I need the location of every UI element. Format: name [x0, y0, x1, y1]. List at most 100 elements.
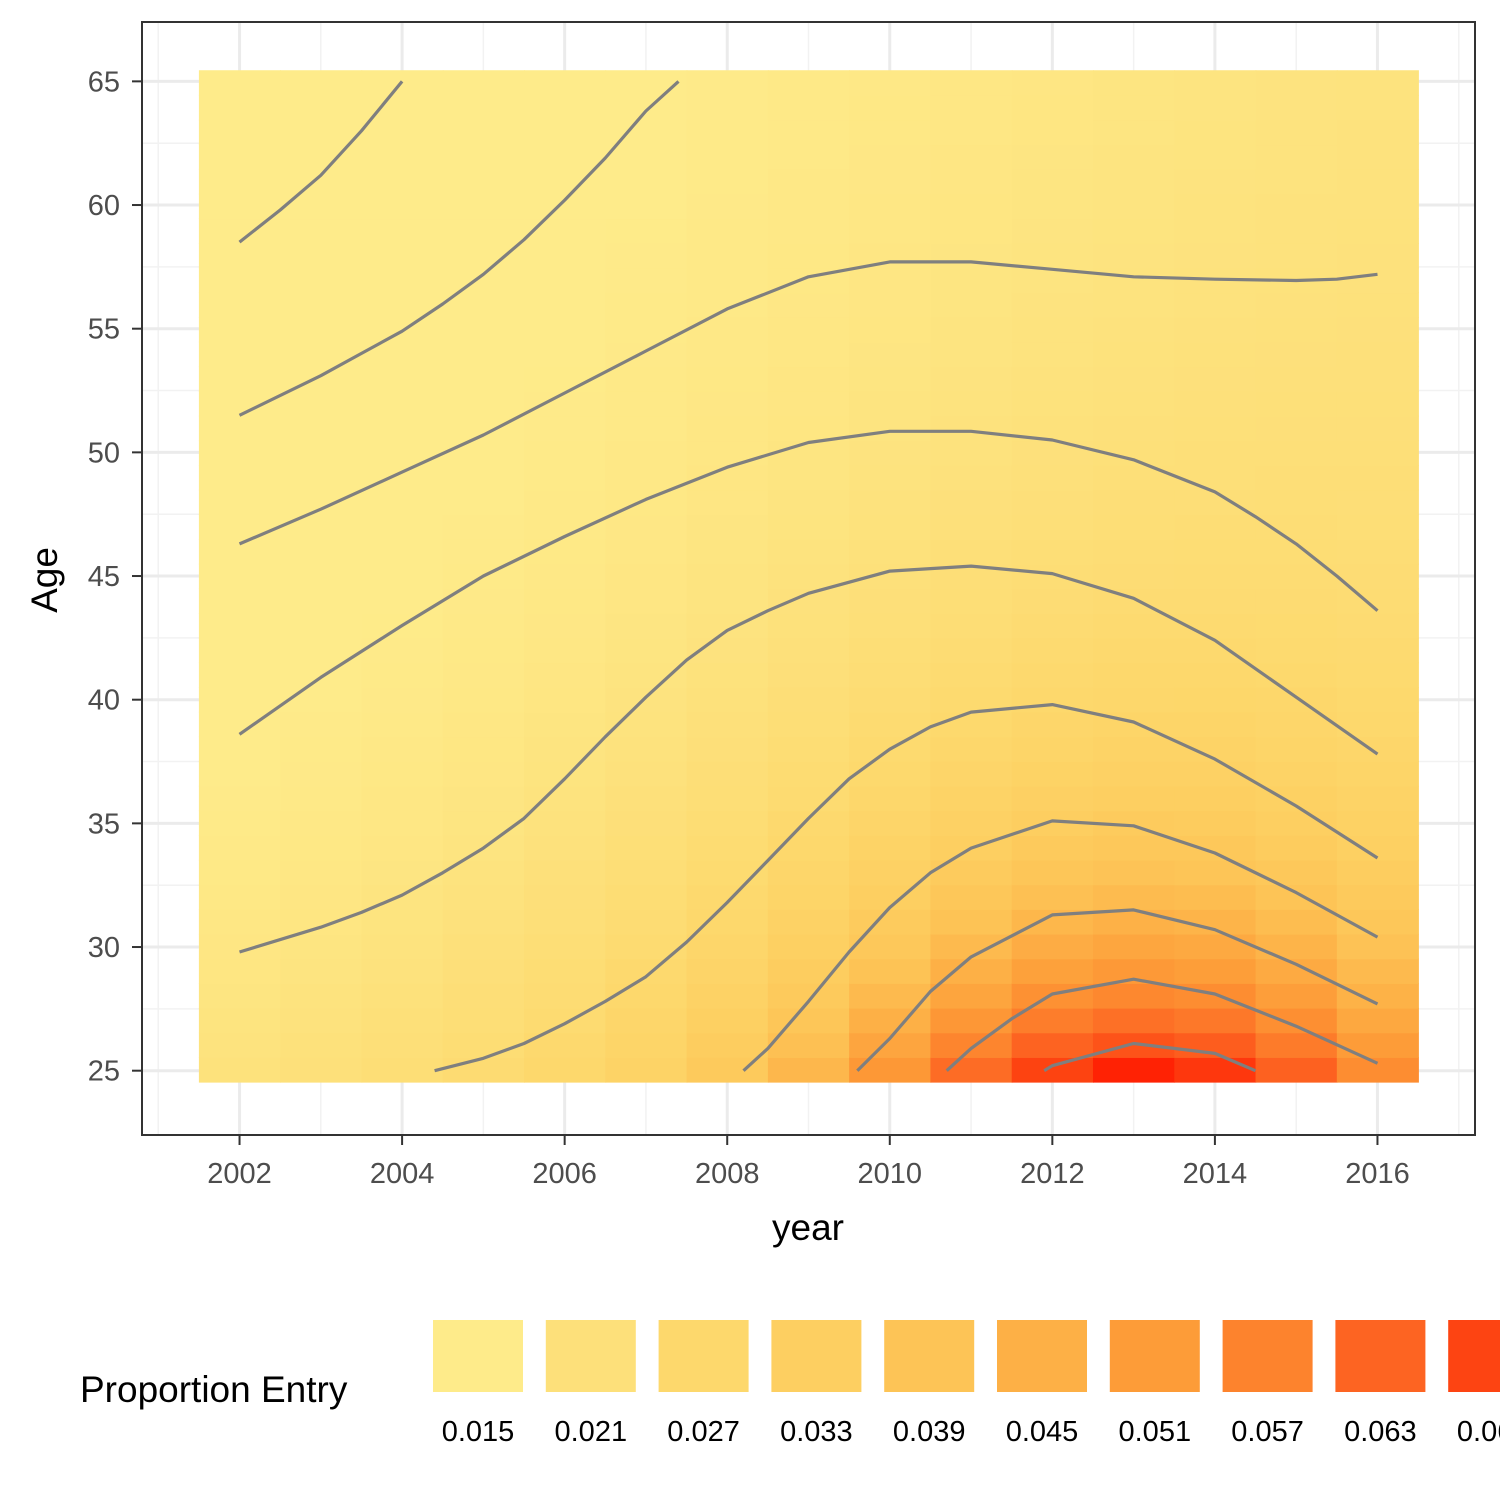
y-tick-label: 35	[88, 808, 120, 840]
heatmap-tile	[442, 539, 525, 565]
heatmap-tile	[686, 810, 769, 836]
heatmap-tile	[198, 341, 281, 368]
heatmap-tile	[280, 909, 363, 935]
heatmap-tile	[1255, 415, 1338, 442]
heatmap-tile	[849, 341, 932, 368]
heatmap-tile	[280, 514, 363, 540]
heatmap-tile	[849, 859, 932, 886]
heatmap-tile	[524, 958, 607, 984]
heatmap-tile	[686, 489, 769, 516]
heatmap-tile	[605, 267, 688, 294]
heatmap-tile	[442, 70, 525, 96]
heatmap-tile	[198, 168, 281, 195]
heatmap-tile	[1255, 1057, 1338, 1083]
heatmap-tile	[1255, 736, 1338, 762]
heatmap-tile	[524, 440, 607, 466]
heatmap-tile	[605, 316, 688, 343]
heatmap-tile	[767, 119, 850, 146]
heatmap-tile	[1092, 193, 1176, 220]
heatmap-tile	[361, 267, 444, 294]
heatmap-tile	[280, 415, 363, 442]
heatmap-tile	[686, 144, 769, 170]
heatmap-tile	[605, 1032, 688, 1058]
heatmap-tile	[1092, 316, 1176, 343]
heatmap-tile	[1092, 390, 1176, 417]
heatmap-tile	[1174, 1007, 1257, 1034]
contour-line	[238, 80, 404, 244]
heatmap-tile	[849, 242, 932, 269]
heatmap-tile	[280, 736, 363, 762]
heatmap-tile	[1255, 440, 1338, 466]
heatmap-tile	[849, 465, 932, 491]
heatmap-tile	[198, 193, 281, 220]
heatmap-tile	[361, 736, 444, 762]
heatmap-tile	[686, 218, 769, 244]
heatmap-tile	[605, 168, 688, 195]
legend-title: Proportion Entry	[80, 1369, 348, 1410]
heatmap-tile	[605, 588, 688, 614]
heatmap-tile	[767, 909, 850, 935]
heatmap-tile	[849, 909, 932, 935]
heatmap-tile	[605, 539, 688, 565]
heatmap-tile	[767, 193, 850, 220]
heatmap-tile	[524, 70, 607, 96]
heatmap-tile	[930, 613, 1013, 639]
heatmap-tile	[849, 1057, 932, 1083]
heatmap-tile	[442, 711, 525, 738]
heatmap-tile	[605, 810, 688, 836]
heatmap-tile	[686, 662, 769, 688]
heatmap-tile	[1092, 94, 1176, 121]
heatmap-tile	[361, 1057, 444, 1083]
heatmap-tile	[1011, 539, 1094, 565]
heatmap-tile	[1255, 168, 1338, 195]
contour-line	[239, 564, 1379, 954]
heatmap-tile	[849, 958, 932, 984]
heatmap-tile	[849, 218, 932, 244]
heatmap-tile	[930, 662, 1013, 688]
heatmap-tile	[442, 440, 525, 466]
heatmap-tile	[442, 168, 525, 195]
heatmap-tile	[1011, 835, 1094, 861]
heatmap-tile	[1174, 465, 1257, 491]
heatmap-tile	[1255, 761, 1338, 787]
heatmap-tile	[767, 933, 850, 960]
heatmap-tile	[361, 933, 444, 960]
heatmap-tile	[361, 514, 444, 540]
heatmap-tile	[280, 489, 363, 516]
heatmap-tile	[686, 736, 769, 762]
heatmap-tile	[605, 465, 688, 491]
heatmap-tile	[686, 983, 769, 1009]
heatmap-tile	[1092, 933, 1176, 960]
heatmap-tile	[442, 736, 525, 762]
y-tick-label: 45	[88, 561, 120, 593]
contour-line	[1043, 1041, 1257, 1073]
heatmap-tile	[1174, 835, 1257, 861]
contour-line	[945, 977, 1379, 1072]
heatmap-tile	[1174, 390, 1257, 417]
heatmap-tile	[1011, 983, 1094, 1009]
heatmap-tile	[930, 440, 1013, 466]
y-tick-label: 55	[88, 314, 120, 346]
heatmap-tile	[361, 983, 444, 1009]
heatmap-tile	[767, 539, 850, 565]
heatmap-tile	[198, 1032, 281, 1058]
heatmap-tile	[1336, 144, 1419, 170]
heatmap-tile	[686, 415, 769, 442]
heatmap-tile	[930, 489, 1013, 516]
legend-label: 0.063	[1344, 1416, 1417, 1448]
heatmap-tile	[849, 144, 932, 170]
heatmap-tile	[524, 637, 607, 664]
heatmap-tile	[198, 390, 281, 417]
heatmap-tile	[849, 761, 932, 787]
heatmap-tile	[280, 613, 363, 639]
heatmap-tile	[605, 983, 688, 1009]
heatmap-tile	[280, 983, 363, 1009]
heatmap-tile	[849, 440, 932, 466]
heatmap-tile	[605, 440, 688, 466]
heatmap-tile	[1336, 687, 1419, 713]
heatmap-tile	[1092, 662, 1176, 688]
heatmap-tile	[1174, 144, 1257, 170]
heatmap-tile	[442, 366, 525, 392]
heatmap-tile	[361, 785, 444, 812]
heatmap-tile	[930, 983, 1013, 1009]
